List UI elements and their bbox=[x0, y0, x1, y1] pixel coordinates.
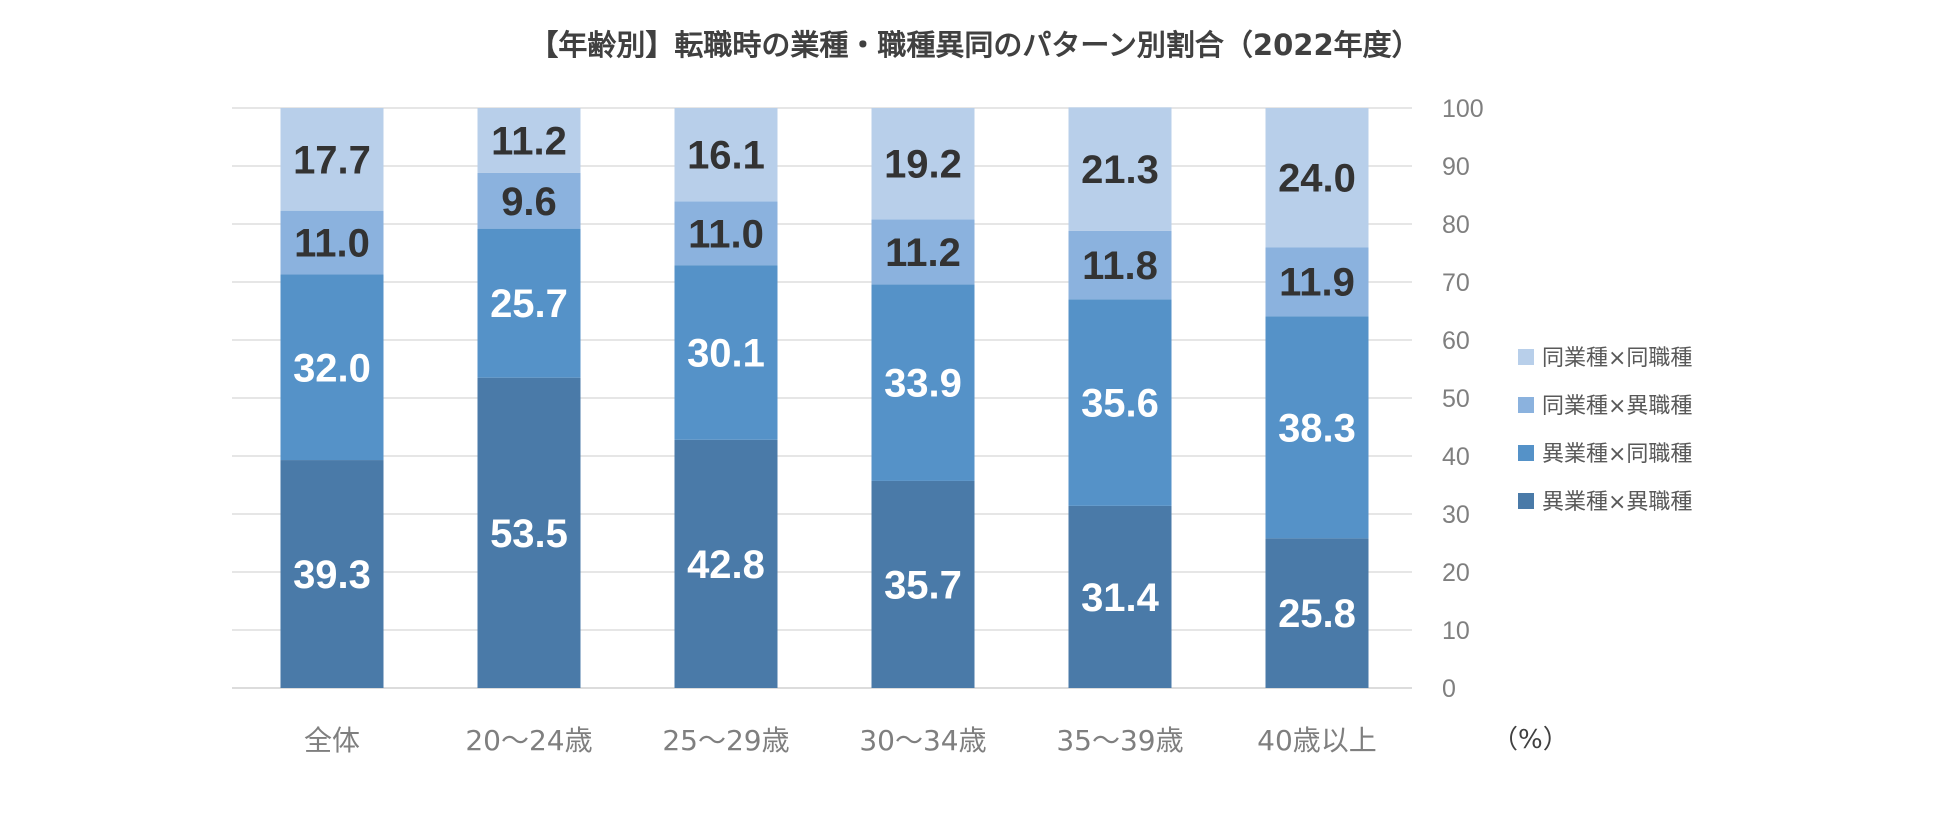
chart-title: 【年齢別】転職時の業種・職種異同のパターン別割合（2022年度） bbox=[529, 28, 1420, 62]
bar-segment bbox=[1068, 230, 1172, 300]
bar-segment bbox=[1068, 505, 1172, 688]
x-axis: 全体 20～24歳 25～29歳 30～34歳 35～39歳 40歳以上 bbox=[304, 724, 1377, 757]
bar-segment bbox=[280, 274, 384, 461]
x-tick-label: 35～39歳 bbox=[1056, 724, 1183, 757]
x-tick-label: 40歳以上 bbox=[1257, 724, 1377, 757]
y-tick-label: 10 bbox=[1442, 617, 1470, 645]
data-label: 33.9 bbox=[884, 362, 962, 406]
y-tick-label: 50 bbox=[1442, 385, 1470, 413]
bar-segment bbox=[1265, 316, 1369, 539]
data-label: 35.6 bbox=[1081, 382, 1159, 426]
data-label: 25.8 bbox=[1278, 592, 1356, 636]
bar-segment bbox=[871, 219, 975, 285]
data-label: 31.4 bbox=[1081, 576, 1160, 620]
bar-segment bbox=[1265, 108, 1369, 248]
bar-segment bbox=[280, 460, 384, 688]
data-labels: 39.3 32.0 11.0 17.7 53.5 25.7 9.6 11.2 42.8 30.1 1… bbox=[293, 119, 1356, 636]
legend-swatch bbox=[1518, 493, 1534, 509]
bar-segment bbox=[871, 108, 975, 220]
bar-segment bbox=[871, 480, 975, 688]
bar-segment bbox=[674, 265, 778, 440]
y-tick-label: 0 bbox=[1442, 675, 1456, 703]
bar-segment bbox=[1068, 107, 1172, 231]
bar-segment bbox=[280, 210, 384, 275]
bar-segment bbox=[477, 228, 581, 378]
legend-item-label: 同業種×同職種 bbox=[1542, 346, 1692, 371]
bar-segment bbox=[674, 108, 778, 202]
gridlines bbox=[232, 107, 1412, 689]
data-label: 38.3 bbox=[1278, 406, 1356, 450]
legend-item-label: 異業種×同職種 bbox=[1542, 442, 1692, 467]
y-tick-label: 80 bbox=[1442, 211, 1470, 239]
bar-segment bbox=[1265, 538, 1369, 688]
data-label: 42.8 bbox=[687, 543, 765, 587]
data-label: 30.1 bbox=[687, 331, 765, 375]
data-label: 11.0 bbox=[294, 222, 370, 266]
y-tick-label: 20 bbox=[1442, 559, 1470, 587]
legend-item-label: 異業種×異職種 bbox=[1542, 490, 1692, 515]
y-tick-label: 40 bbox=[1442, 443, 1470, 471]
legend-item-label: 同業種×異職種 bbox=[1542, 394, 1692, 419]
data-label: 35.7 bbox=[884, 563, 962, 607]
data-label: 11.9 bbox=[1279, 261, 1355, 305]
y-tick-label: 60 bbox=[1442, 327, 1470, 355]
data-label: 17.7 bbox=[293, 138, 371, 182]
x-tick-label: 25～29歳 bbox=[662, 724, 789, 757]
data-label: 16.1 bbox=[687, 134, 765, 178]
x-tick-label: 全体 bbox=[304, 724, 360, 757]
legend-swatch bbox=[1518, 397, 1534, 413]
y-axis-unit-label: （%） bbox=[1492, 725, 1569, 755]
data-label: 53.5 bbox=[490, 512, 568, 556]
bar-segment bbox=[674, 439, 778, 688]
data-label: 25.7 bbox=[490, 282, 568, 326]
data-label: 11.2 bbox=[885, 231, 961, 275]
x-tick-label: 30～34歳 bbox=[859, 724, 986, 757]
y-tick-label: 70 bbox=[1442, 269, 1470, 297]
bar-segment bbox=[674, 201, 778, 266]
data-label: 24.0 bbox=[1278, 157, 1356, 201]
y-tick-label: 30 bbox=[1442, 501, 1470, 529]
data-label: 21.3 bbox=[1081, 148, 1159, 192]
y-tick-label: 90 bbox=[1442, 153, 1470, 181]
legend-swatch bbox=[1518, 349, 1534, 365]
bar-segment bbox=[477, 172, 581, 229]
data-label: 32.0 bbox=[293, 346, 371, 390]
bar-segment bbox=[477, 377, 581, 688]
y-tick-label: 100 bbox=[1442, 95, 1484, 123]
legend-swatch bbox=[1518, 445, 1534, 461]
bar-segment bbox=[871, 284, 975, 481]
data-label: 11.8 bbox=[1082, 244, 1158, 288]
bar-segment bbox=[477, 108, 581, 173]
bars bbox=[280, 107, 1369, 688]
y-axis: 0 10 20 30 40 50 60 70 80 90 100 bbox=[1442, 95, 1484, 703]
bar-segment bbox=[1068, 299, 1172, 506]
data-label: 11.2 bbox=[491, 119, 567, 163]
data-label: 19.2 bbox=[884, 143, 962, 187]
bar-segment bbox=[280, 108, 384, 211]
bar-segment bbox=[1265, 247, 1369, 317]
x-tick-label: 20～24歳 bbox=[465, 724, 592, 757]
data-label: 39.3 bbox=[293, 553, 371, 597]
data-label: 11.0 bbox=[688, 212, 764, 256]
data-label: 9.6 bbox=[501, 180, 557, 224]
